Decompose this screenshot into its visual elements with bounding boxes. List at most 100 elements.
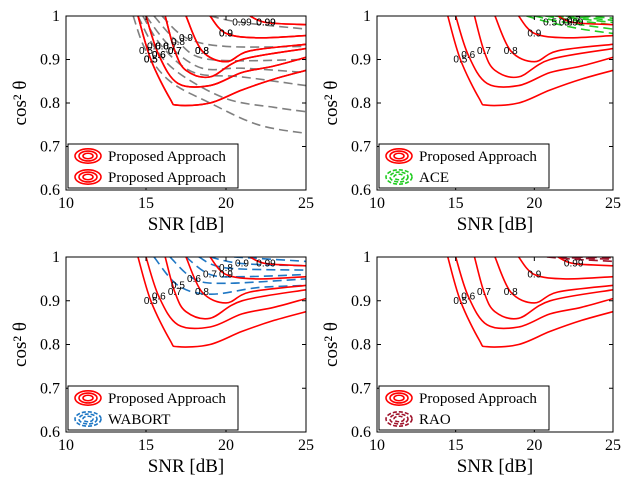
x-tick-label: 25 (298, 195, 314, 212)
contour-level-label: 0.99 (256, 18, 276, 29)
contour-level-label: 0.9 (219, 28, 233, 39)
legend: Proposed Approach RAO (378, 385, 550, 431)
contour-level-label: 0.8 (504, 287, 518, 298)
x-axis-label: SNR [dB] (457, 214, 534, 235)
contour-proposed-approach-0.6 (454, 257, 613, 330)
y-tick-label: 0.8 (351, 337, 371, 354)
contour-level-label: 0.5 (453, 55, 467, 66)
contour-proposed-approach-0.8 (185, 257, 306, 304)
y-tick-label: 0.6 (351, 182, 371, 199)
contour-level-label: 0.7 (477, 46, 491, 57)
contour-level-label: 0.7 (203, 270, 217, 281)
legend-label: Proposed Approach (419, 149, 537, 165)
contour-proposed-approach-0.99 (249, 16, 306, 26)
contour-level-label: 0.5 (543, 18, 557, 29)
x-tick-label: 20 (526, 195, 542, 212)
x-tick-label: 20 (218, 195, 234, 212)
legend-contour-icon (74, 169, 102, 185)
contour-level-label: 0.99 (256, 18, 276, 29)
contour-wabort-0.5 (153, 257, 306, 296)
contour-proposed-approach-0.7 (473, 257, 613, 320)
legend: Proposed Approach Proposed Approach (67, 143, 239, 189)
contour-level-label: 0.6 (187, 274, 201, 285)
contour-proposed-approach-0.99 (557, 16, 613, 26)
y-tick-label: 0.7 (351, 139, 371, 156)
contour-proposed-approach-0.5 (447, 257, 613, 348)
contour-level-label: 0.7 (168, 46, 182, 57)
contour-level-label: 0.9 (527, 28, 541, 39)
contour-level-label: 0.5 (171, 280, 185, 291)
legend-contour-icon (74, 148, 102, 164)
y-tick-label: 0.9 (40, 52, 60, 69)
contour-level-label: 0.7 (477, 287, 491, 298)
contour-wabort-0.9 (209, 257, 306, 267)
contour-level-label: 0.6 (461, 50, 475, 61)
y-tick-label: 0.9 (351, 52, 371, 69)
legend-label: ACE (419, 170, 449, 186)
contour-labels: 0.50.6 0.7 0.8 0.9 0.99 (453, 259, 583, 307)
contour-level-label: 0.6 (147, 41, 161, 52)
x-tick-label: 20 (218, 437, 234, 454)
x-tick-label: 25 (605, 195, 621, 212)
x-tick-label: 10 (369, 437, 385, 454)
contour-level-label: 0.8 (504, 46, 518, 57)
contour-proposed-approach-0.5 (137, 16, 306, 107)
contour-labels: 0.50.60.60.70.80.90.990.50.6 0.7 0.80.90.9… (139, 18, 276, 66)
contour-wabort-0.8 (198, 257, 306, 271)
contour-labels: 0.5 0.60.70.50.6 0.7 0.80.90.99 (453, 15, 583, 65)
contour-kelly-0.5 (132, 16, 306, 135)
contour-lines (447, 257, 613, 348)
contour-level-label: 0.5 (144, 55, 158, 66)
y-tick-label: 0.8 (40, 337, 60, 354)
contour-level-label: 0.99 (232, 18, 252, 29)
x-axis-label: SNR [dB] (148, 456, 225, 477)
contour-lines (137, 257, 306, 348)
x-axis-label: SNR [dB] (457, 456, 534, 477)
x-tick-label: 15 (138, 195, 154, 212)
contour-level-label: 0.7 (168, 46, 182, 57)
contour-level-label: 0.7 (168, 287, 182, 298)
y-tick-label: 0.6 (40, 424, 60, 441)
contour-level-label: 0.9 (527, 270, 541, 281)
contour-level-label: 0.99 (564, 18, 584, 29)
contour-ace-0.6 (534, 16, 613, 30)
contour-proposed-approach-0.99 (249, 257, 306, 267)
x-tick-label: 15 (138, 437, 154, 454)
contour-wabort-0.6 (169, 257, 306, 285)
contour-level-label: 0.9 (179, 33, 193, 44)
contour-proposed-approach-0.8 (494, 16, 613, 63)
contour-kelly-0.6 (142, 16, 306, 87)
contour-rao-0.5 (546, 257, 613, 263)
x-tick-label: 10 (58, 195, 74, 212)
contour-level-label: 0.6 (152, 50, 166, 61)
contour-level-label: 0.8 (171, 37, 185, 48)
x-tick-label: 25 (605, 437, 621, 454)
y-tick-label: 0.6 (40, 182, 60, 199)
legend-label: Proposed Approach (108, 391, 226, 407)
legend-contour-icon (385, 148, 413, 164)
contour-level-label: 0.8 (195, 287, 209, 298)
contour-level-label: 0.7 (567, 15, 581, 26)
y-tick-label: 0.8 (351, 95, 371, 112)
contour-kelly-0.99 (209, 16, 306, 30)
x-tick-label: 20 (526, 437, 542, 454)
contour-level-label: 0.8 (195, 46, 209, 57)
legend-label: Proposed Approach (108, 170, 226, 186)
contour-proposed-approach-0.7 (164, 16, 306, 79)
x-tick-label: 10 (58, 437, 74, 454)
contour-level-label: 0.5 (144, 55, 158, 66)
y-tick-label: 0.9 (351, 293, 371, 310)
contour-level-label: 0.8 (195, 46, 209, 57)
legend-label: RAO (419, 412, 451, 428)
contour-lines (447, 16, 613, 107)
contour-level-label: 0.5 (139, 46, 153, 57)
contour-kelly-0.6 (137, 16, 306, 113)
contour-level-label: 0.8 (219, 263, 233, 274)
contour-level-label: 0.9 (219, 28, 233, 39)
contour-proposed-approach-0.9 (517, 16, 613, 39)
x-tick-label: 15 (448, 195, 464, 212)
y-axis-label: cos² θ (321, 81, 342, 126)
legend-contour-icon (385, 411, 413, 427)
contour-level-label: 0.99 (564, 259, 584, 270)
